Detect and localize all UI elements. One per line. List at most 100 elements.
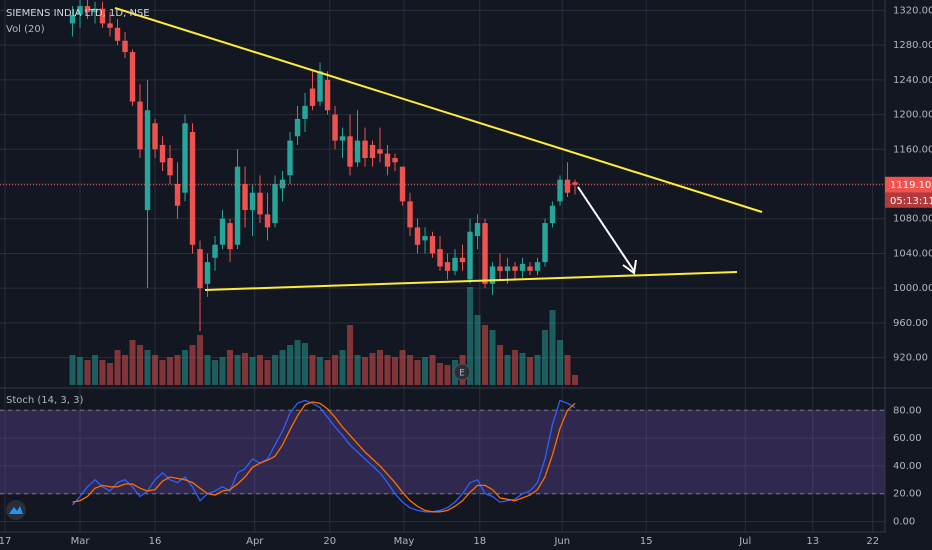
volume-bar (429, 355, 436, 385)
candle-body (489, 266, 496, 284)
volume-bar (489, 330, 496, 385)
candle-body (354, 140, 361, 163)
volume-bar (347, 325, 354, 385)
marks (0, 0, 885, 513)
candle-body (369, 144, 376, 158)
support-line (204, 271, 738, 291)
volume-bar (264, 360, 271, 385)
volume-bar (219, 357, 226, 385)
x-tick-label: Apr (246, 536, 264, 547)
volume-bar (474, 315, 481, 385)
candle-body (159, 144, 166, 163)
y-tick-label: 960.00 (893, 318, 928, 329)
candle-body (219, 218, 226, 245)
volume-bar (159, 360, 166, 385)
candle-body (137, 101, 143, 150)
candle-body (204, 262, 211, 284)
logo-icon (9, 506, 23, 514)
x-tick-label: 22 (866, 536, 879, 547)
candle-body (227, 223, 233, 250)
volume-bar (377, 350, 384, 385)
candle-body (324, 79, 331, 111)
volume-bar (354, 355, 361, 385)
candle-body (189, 131, 196, 245)
volume-bar (92, 355, 99, 385)
volume-bar (279, 350, 286, 385)
volume-bar (504, 355, 511, 385)
volume-bar (399, 350, 406, 385)
candle-body (542, 223, 548, 263)
y-tick-label: 1080.00 (893, 214, 932, 225)
volume-title: Vol (20) (6, 24, 45, 35)
volume-bar (189, 345, 196, 385)
volume-bar (204, 355, 211, 385)
volume-bar (272, 355, 279, 385)
candle-body (347, 136, 353, 167)
candle-body (92, 8, 98, 13)
x-tick-label: Mar (71, 536, 91, 547)
candle-body (212, 244, 218, 258)
y-tick-label: 1280.00 (893, 40, 932, 51)
candle-body (527, 266, 533, 271)
candle-body (77, 6, 83, 15)
volume-bar (549, 310, 556, 385)
volume-bar (384, 355, 391, 385)
volume-bar (294, 340, 301, 385)
candle-body (362, 140, 368, 158)
volume-bar (137, 345, 144, 385)
price-tag-label: 1119.10 (890, 180, 931, 191)
x-tick-label: 16 (149, 536, 162, 547)
candle-body (414, 227, 421, 245)
candle-body (377, 149, 383, 154)
volume-bar (174, 355, 181, 385)
candle-body (459, 257, 466, 263)
candle-body (197, 249, 203, 289)
volume-bar (534, 355, 541, 385)
y-tick-label: 60.00 (893, 433, 922, 444)
volume-bar (234, 355, 241, 385)
volume-bar (69, 355, 76, 385)
candle-body (84, 6, 91, 13)
candle-body (174, 184, 181, 206)
candle-body (467, 231, 473, 280)
volume-bar (197, 335, 204, 385)
candle-body (264, 214, 271, 228)
candle-body (309, 88, 316, 106)
stoch-line (72, 399, 576, 513)
earnings-marker[interactable] (453, 363, 471, 381)
volume-bar (182, 350, 189, 385)
volume-bar (114, 350, 121, 385)
volume-bar (249, 357, 256, 385)
volume-bar (497, 345, 504, 385)
candle-body (182, 123, 188, 193)
candle-body (452, 257, 458, 271)
countdown-label: 05:13:11 (890, 196, 932, 207)
candle-body (407, 201, 413, 228)
candle-body (564, 179, 571, 193)
volume-bar (302, 343, 309, 385)
volume-bar (212, 360, 219, 385)
volume-bar (107, 363, 114, 385)
y-tick-label: 20.00 (893, 489, 922, 500)
volume-bar (362, 357, 369, 385)
y-tick-label: 1200.00 (893, 110, 932, 121)
x-tick-label: 18 (473, 536, 486, 547)
candle-body (107, 23, 113, 28)
y-tick-label: 1320.00 (893, 5, 932, 16)
volume-bar (422, 357, 429, 385)
volume-bar (99, 360, 106, 385)
candle-body (317, 71, 323, 102)
candle-body (422, 236, 428, 241)
candle-body (497, 266, 503, 271)
candle-body (272, 184, 278, 224)
candle-body (392, 157, 398, 163)
volume-bar (407, 355, 414, 385)
candle-body (129, 52, 136, 102)
y-tick-label: 0.00 (893, 517, 915, 528)
earnings-marker-label: E (459, 369, 465, 379)
y-tick-label: 1160.00 (893, 144, 932, 155)
trend-line (114, 7, 763, 213)
volume-bar (572, 375, 579, 385)
volume-bar (482, 325, 489, 385)
candle-body (519, 263, 526, 271)
